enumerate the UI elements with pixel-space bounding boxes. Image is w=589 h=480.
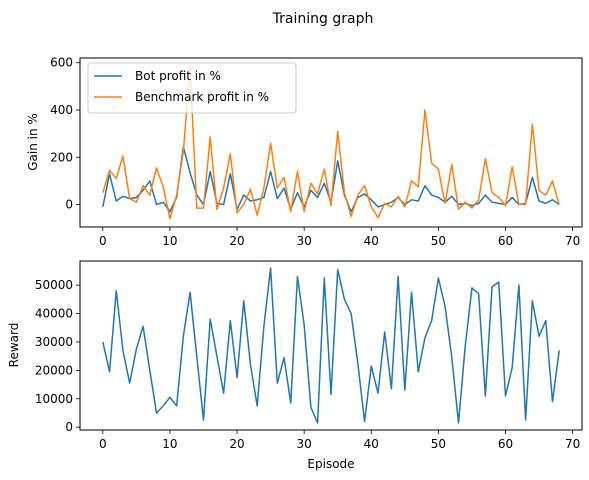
- reward-x-tick-label: 50: [431, 437, 446, 451]
- gain-y-tick-label: 200: [50, 150, 73, 164]
- reward-x-axis-label: Episode: [307, 457, 354, 471]
- reward-axis-ticks: 0 10 20 30 40 50 60 70 0 10000 20000 30000 40000 5000…: [35, 278, 580, 451]
- gain-series-group: [102, 66, 560, 220]
- gain-x-tick-label: 0: [99, 234, 107, 248]
- reward-x-tick-label: 60: [498, 437, 513, 451]
- gain-x-tick-label: 10: [162, 234, 177, 248]
- reward-x-tick-label: 20: [229, 437, 244, 451]
- reward-subplot: 0 10 20 30 40 50 60 70 0 10000 20000 30000 40000 5000…: [7, 260, 583, 471]
- gain-axis-ticks: 0 10 20 30 40 50 60 70 0 200 400 600: [50, 56, 580, 248]
- gain-series-line-benchmark-profit-in: [102, 66, 560, 220]
- legend-label-bot-profit: Bot profit in %: [135, 69, 221, 83]
- gain-legend: Bot profit in % Benchmark profit in %: [87, 62, 297, 114]
- reward-y-tick-label: 40000: [35, 307, 73, 321]
- gain-x-tick-label: 40: [364, 234, 379, 248]
- reward-x-tick-label: 10: [162, 437, 177, 451]
- reward-series-line-reward: [102, 267, 560, 424]
- gain-x-tick-label: 20: [229, 234, 244, 248]
- gain-y-tick-label: 600: [50, 56, 73, 70]
- reward-y-tick-label: 20000: [35, 363, 73, 377]
- gain-x-tick-label: 50: [431, 234, 446, 248]
- reward-x-tick-label: 30: [297, 437, 312, 451]
- gain-x-tick-label: 70: [565, 234, 580, 248]
- legend-label-benchmark-profit: Benchmark profit in %: [135, 90, 269, 104]
- reward-y-tick-label: 30000: [35, 335, 73, 349]
- legend-box: [87, 62, 297, 114]
- gain-x-tick-label: 60: [498, 234, 513, 248]
- gain-x-tick-label: 30: [297, 234, 312, 248]
- gain-y-tick-label: 0: [65, 198, 73, 212]
- reward-y-tick-label: 0: [65, 420, 73, 434]
- reward-y-axis-label: Reward: [7, 323, 21, 368]
- reward-x-tick-label: 0: [99, 437, 107, 451]
- gain-y-tick-label: 400: [50, 103, 73, 117]
- reward-y-tick-label: 10000: [35, 392, 73, 406]
- reward-series-group: [102, 267, 560, 424]
- reward-plot-frame: [79, 260, 583, 431]
- gain-y-axis-label: Gain in %: [26, 113, 40, 171]
- gain-plot-frame: [79, 57, 583, 228]
- reward-x-tick-label: 70: [565, 437, 580, 451]
- gain-subplot: 0 10 20 30 40 50 60 70 0 200 400 600 Gain in % Bot …: [26, 56, 583, 248]
- reward-y-tick-label: 50000: [35, 278, 73, 292]
- reward-x-tick-label: 40: [364, 437, 379, 451]
- figure-title: Training graph: [272, 11, 374, 27]
